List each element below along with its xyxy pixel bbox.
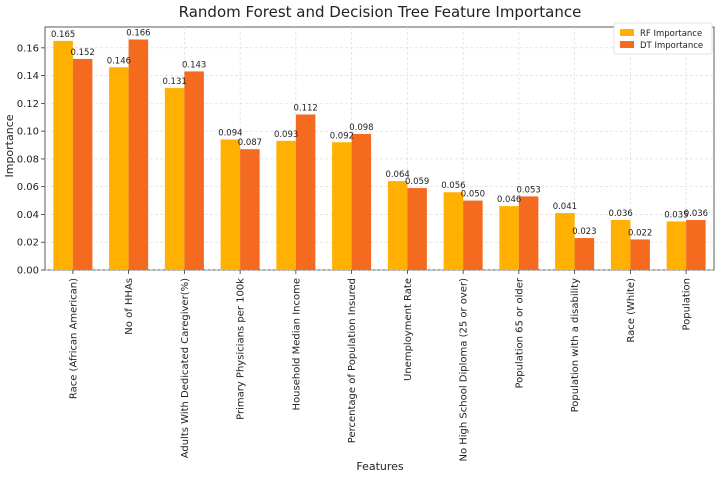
dt-data-label: 0.087	[238, 138, 262, 148]
legend-box	[613, 22, 713, 55]
dt-bar	[240, 149, 260, 270]
dt-data-label: 0.053	[516, 185, 540, 195]
x-tick-label: Race (White)	[626, 278, 637, 343]
dt-bar	[407, 188, 427, 270]
dt-data-label: 0.152	[70, 48, 94, 58]
x-tick-label: Primary Physicians per 100k	[236, 278, 247, 420]
chart-title: Random Forest and Decision Tree Feature …	[179, 3, 582, 21]
rf-data-label: 0.035	[664, 210, 688, 220]
y-tick-label: 0.02	[17, 238, 39, 249]
x-tick-label: Household Median Income	[291, 278, 302, 410]
x-tick-label: Adults With Dedicated Caregiver(%)	[180, 278, 191, 458]
rf-bar	[276, 140, 296, 270]
x-tick-label: No of HHAs	[124, 278, 135, 335]
x-tick-label: Unemployment Rate	[403, 278, 414, 381]
rf-bar	[53, 40, 73, 271]
rf-data-label: 0.046	[497, 195, 521, 205]
rf-data-label: 0.146	[107, 56, 131, 66]
dt-bar	[463, 200, 483, 270]
y-tick-label: 0.16	[17, 43, 39, 54]
y-tick-label: 0.14	[17, 71, 39, 82]
dt-bar	[295, 114, 316, 270]
rf-data-label: 0.165	[51, 30, 75, 40]
rf-bar	[109, 67, 129, 270]
dt-data-label: 0.050	[461, 190, 485, 200]
legend-swatch-rf	[620, 29, 634, 36]
y-axis: 0.00 0.02 0.04 0.06 0.08 0.10 0.12 0.14 0.16	[17, 43, 45, 277]
rf-bar	[332, 142, 352, 270]
plot-frame	[44, 26, 715, 271]
dt-bar	[686, 220, 706, 270]
rf-data-label: 0.092	[330, 131, 354, 141]
dt-bar	[72, 58, 93, 271]
rf-data-label: 0.036	[608, 209, 632, 219]
x-tick-label: Percentage of Population Insured	[347, 278, 358, 443]
rf-data-label: 0.093	[274, 130, 298, 140]
rf-data-label: 0.056	[441, 181, 465, 191]
dt-bar	[128, 39, 149, 270]
dt-data-label: 0.098	[349, 123, 373, 133]
dt-data-label: 0.143	[182, 60, 206, 70]
rf-data-label: 0.094	[218, 128, 242, 138]
y-tick-label: 0.08	[17, 154, 39, 165]
x-tick-label: No High School Diploma (25 or over)	[459, 278, 470, 462]
x-tick-label: Population with a disability	[570, 278, 581, 412]
rf-bar	[164, 88, 185, 271]
dt-data-label: 0.023	[572, 227, 596, 237]
rf-bar	[387, 181, 408, 270]
dt-data-label: 0.166	[126, 28, 150, 38]
rf-bar	[220, 139, 241, 270]
rf-bar	[610, 220, 631, 270]
rf-bar	[555, 213, 575, 270]
y-tick-label: 0.12	[17, 99, 39, 110]
rf-data-label: 0.131	[162, 77, 186, 87]
dt-bar	[351, 133, 372, 270]
x-axis: Race (African American) No of HHAs Adults …	[68, 270, 693, 462]
x-tick-label: Population	[682, 278, 693, 331]
legend-swatch-dt	[620, 41, 634, 48]
rf-bar	[499, 206, 519, 270]
rf-data-label: 0.041	[553, 202, 577, 212]
dt-data-label: 0.112	[293, 103, 317, 113]
x-tick-label: Race (African American)	[68, 278, 79, 399]
legend-label-dt: DT Importance	[640, 41, 703, 51]
x-tick-label: Population 65 or older	[514, 277, 525, 388]
bars	[53, 39, 706, 271]
y-axis-label: Importance	[3, 114, 16, 177]
dt-data-label: 0.022	[628, 228, 652, 238]
rf-bar	[666, 221, 687, 270]
dt-bar	[574, 238, 595, 270]
legend: RF Importance DT Importance	[613, 22, 713, 55]
rf-data-label: 0.064	[385, 170, 409, 180]
y-tick-label: 0.06	[17, 182, 39, 193]
dt-data-label: 0.036	[684, 209, 708, 219]
x-axis-label: Features	[356, 460, 404, 473]
legend-label-rf: RF Importance	[640, 29, 702, 39]
rf-bar	[443, 192, 464, 270]
data-labels: 0.165 0.152 0.146 0.166 0.131 0.143 0.0940.087…	[51, 28, 708, 238]
y-tick-label: 0.00	[17, 266, 39, 277]
y-tick-label: 0.04	[17, 210, 39, 221]
dt-bar	[184, 71, 204, 270]
dt-bar	[518, 196, 539, 270]
y-tick-label: 0.10	[17, 127, 39, 138]
dt-data-label: 0.059	[405, 177, 429, 187]
dt-bar	[630, 239, 650, 270]
